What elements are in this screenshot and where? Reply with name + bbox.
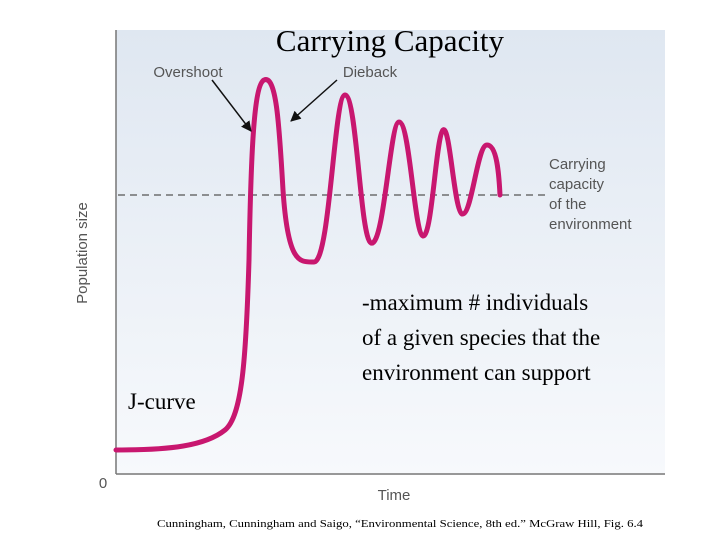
carrying-capacity-label-line: capacity — [549, 176, 605, 193]
carrying-capacity-label-line: Carrying — [549, 156, 606, 173]
definition-text: -maximum # individuals of a given specie… — [362, 290, 606, 385]
definition-line: of a given species that the — [362, 325, 600, 350]
plot-background — [116, 30, 665, 473]
citation: Cunningham, Cunningham and Saigo, “Envir… — [157, 518, 644, 530]
x-axis-label: Time — [378, 487, 411, 504]
overshoot-arrow — [211, 79, 252, 132]
carrying-capacity-label: Carrying capacity of the environment — [549, 156, 632, 233]
page-title: Carrying Capacity — [276, 23, 505, 58]
definition-line: environment can support — [362, 360, 591, 385]
j-curve-label: J-curve — [128, 389, 196, 414]
y-axis-label: Population size — [74, 202, 91, 304]
carrying-capacity-label-line: environment — [549, 216, 632, 233]
origin-label: 0 — [99, 475, 107, 492]
overshoot-label: Overshoot — [153, 64, 223, 81]
dieback-arrow — [290, 79, 338, 122]
carrying-capacity-label-line: of the — [549, 196, 587, 213]
population-curve — [113, 77, 503, 453]
definition-line: -maximum # individuals — [362, 290, 588, 315]
dieback-label: Dieback — [343, 64, 398, 81]
